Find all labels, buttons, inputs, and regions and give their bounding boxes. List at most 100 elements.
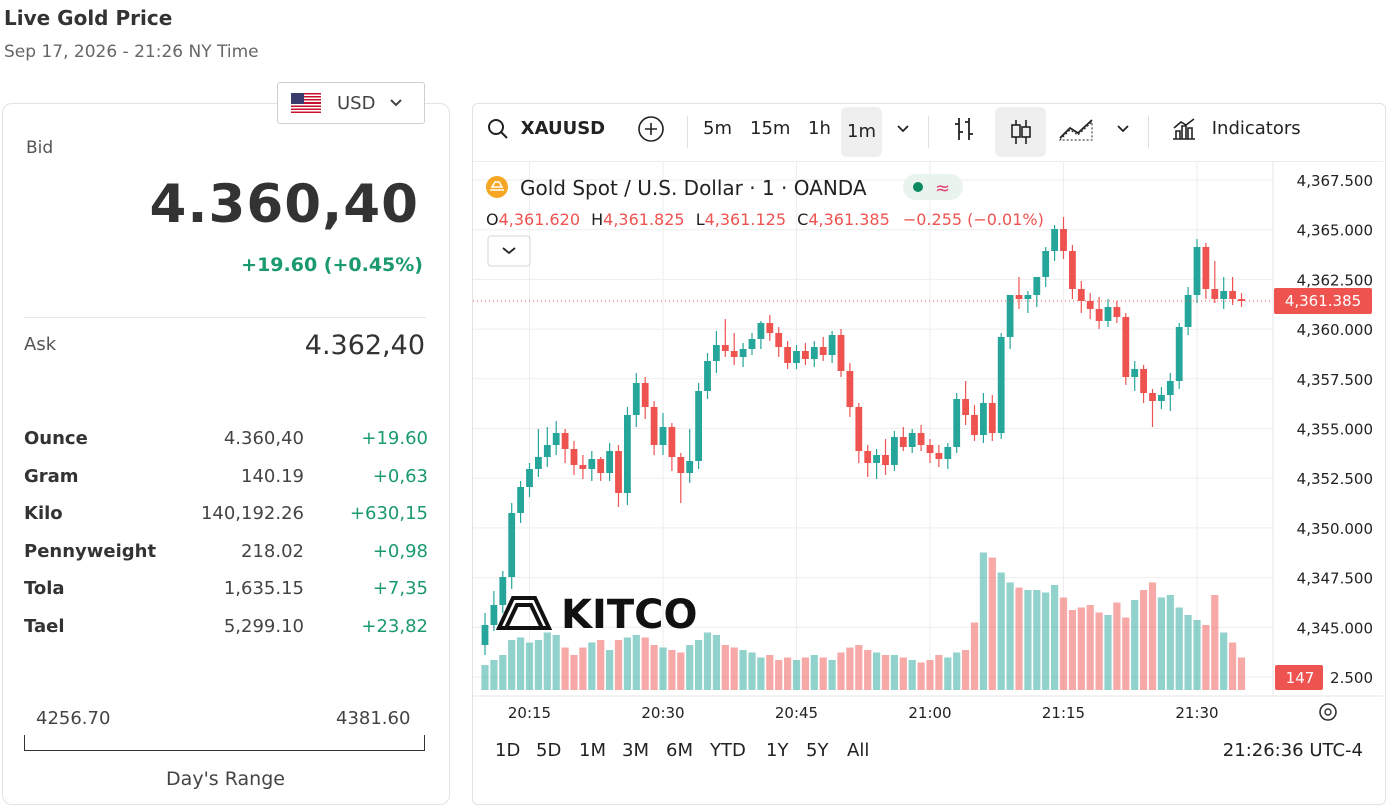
y-tick-label: 4,345.000 bbox=[1297, 619, 1373, 637]
volume-bar bbox=[570, 655, 578, 690]
unit-price: 140,192.26 bbox=[200, 503, 304, 524]
unit-row-ounce: Ounce 4.360,40 +19.60 bbox=[24, 428, 428, 458]
volume-bar bbox=[1051, 585, 1059, 690]
toolbar-separator bbox=[1148, 116, 1149, 148]
area-style-button[interactable] bbox=[1058, 104, 1096, 154]
last-price-label: 4,361.385 bbox=[1285, 292, 1361, 310]
page-title: Live Gold Price bbox=[4, 6, 173, 30]
candle-body bbox=[570, 449, 578, 465]
settings-button[interactable] bbox=[1319, 703, 1337, 721]
candle-body bbox=[1184, 295, 1192, 327]
candle-body bbox=[802, 351, 809, 359]
chart-style-dropdown[interactable] bbox=[1116, 104, 1130, 154]
volume-bar bbox=[1068, 610, 1076, 690]
candle-body bbox=[1086, 301, 1094, 309]
volume-bar bbox=[1148, 582, 1157, 690]
candle-body bbox=[1175, 327, 1183, 381]
volume-bar bbox=[1086, 605, 1094, 690]
candle-body bbox=[481, 625, 489, 645]
unit-row-tael: Tael 5,299.10 +23,82 bbox=[24, 616, 428, 646]
ask-value: 4.362,40 bbox=[304, 330, 425, 361]
range-1d[interactable]: 1D bbox=[495, 740, 521, 761]
chevron-down-icon bbox=[502, 247, 516, 255]
candle-body bbox=[917, 433, 925, 445]
candle-body bbox=[499, 577, 507, 605]
candle-body bbox=[846, 371, 854, 407]
chevron-down-icon bbox=[897, 125, 909, 133]
interval-1m[interactable]: 1m bbox=[841, 107, 882, 157]
candle-body bbox=[1238, 299, 1245, 301]
range-5d[interactable]: 5D bbox=[536, 740, 562, 761]
candle-body bbox=[1131, 369, 1139, 377]
legend-collapse-button[interactable] bbox=[487, 235, 531, 267]
y-tick-label: 4,360.000 bbox=[1297, 321, 1373, 339]
range-1y[interactable]: 1Y bbox=[766, 740, 789, 761]
ask-label: Ask bbox=[24, 334, 57, 355]
symbol-search[interactable]: XAUUSD bbox=[487, 104, 605, 154]
last-price-badge bbox=[1274, 288, 1372, 314]
candle-body bbox=[632, 383, 640, 415]
candle-body bbox=[624, 415, 631, 493]
candle-style-button[interactable] bbox=[995, 107, 1046, 157]
y-tick-label: 4,365.000 bbox=[1297, 222, 1373, 240]
area-chart-icon bbox=[1058, 119, 1093, 141]
candle-body bbox=[1069, 251, 1076, 289]
candle-body bbox=[855, 407, 863, 451]
range-6m[interactable]: 6M bbox=[666, 740, 693, 761]
bar-style-button[interactable] bbox=[953, 104, 975, 154]
x-tick-label: 21:30 bbox=[1175, 704, 1218, 722]
volume-bar bbox=[908, 660, 916, 690]
volume-bar bbox=[890, 655, 898, 690]
volume-bar bbox=[935, 655, 943, 690]
volume-bar bbox=[1202, 625, 1210, 690]
unit-price: 140.19 bbox=[241, 466, 304, 487]
candle-body bbox=[1193, 247, 1201, 295]
volume-bar bbox=[534, 640, 542, 690]
candle-body bbox=[784, 347, 791, 363]
candle-body bbox=[552, 433, 560, 445]
candle-body bbox=[1015, 295, 1023, 299]
range-buttons: 1D 5D 1M 3M 6M YTD 1Y 5Y All 21:26:36 UT… bbox=[473, 740, 1383, 782]
indicators-button[interactable]: Indicators bbox=[1170, 104, 1301, 154]
y-tick-label: 4,347.500 bbox=[1297, 570, 1373, 588]
candle-body bbox=[526, 469, 533, 487]
volume-bar bbox=[481, 665, 489, 690]
market-open-dot bbox=[913, 182, 923, 192]
range-ytd[interactable]: YTD bbox=[710, 740, 746, 761]
unit-change: +19.60 bbox=[361, 428, 428, 449]
volume-bar bbox=[784, 657, 792, 690]
unit-name: Kilo bbox=[24, 503, 63, 524]
unit-price: 4.360,40 bbox=[223, 428, 304, 449]
delayed-icon: ≈ bbox=[935, 178, 950, 199]
interval-5m[interactable]: 5m bbox=[703, 118, 732, 139]
candle-body bbox=[695, 391, 702, 461]
candle-body bbox=[748, 339, 756, 349]
symbol-label: XAUUSD bbox=[520, 118, 606, 139]
volume-bar bbox=[846, 647, 854, 690]
volume-bar bbox=[828, 660, 836, 690]
interval-15m[interactable]: 15m bbox=[750, 118, 791, 139]
volume-bar bbox=[579, 647, 587, 690]
currency-select[interactable]: USD bbox=[277, 82, 425, 124]
volume-bar bbox=[1193, 620, 1201, 690]
compare-button[interactable] bbox=[636, 104, 666, 154]
indicators-icon bbox=[1173, 118, 1195, 140]
x-tick-label: 21:00 bbox=[908, 704, 951, 722]
candle-body bbox=[579, 465, 587, 469]
unit-change: +7,35 bbox=[372, 578, 428, 599]
candles bbox=[481, 217, 1245, 655]
candle-body bbox=[1113, 307, 1121, 317]
currency-label: USD bbox=[337, 92, 376, 114]
range-5y[interactable]: 5Y bbox=[806, 740, 829, 761]
volume-bar bbox=[1122, 617, 1130, 690]
range-3m[interactable]: 3M bbox=[622, 740, 649, 761]
range-all[interactable]: All bbox=[847, 740, 870, 761]
candle-body bbox=[1024, 295, 1032, 299]
volume-bar bbox=[766, 655, 774, 690]
range-1m[interactable]: 1M bbox=[579, 740, 606, 761]
interval-dropdown[interactable] bbox=[896, 104, 910, 154]
candle-body bbox=[819, 347, 827, 355]
interval-1h[interactable]: 1h bbox=[808, 118, 831, 139]
bars-icon bbox=[955, 118, 973, 140]
price-chart[interactable]: 4,367.500 4,365.000 4,362.500 4,360.000 4,35… bbox=[473, 161, 1383, 731]
